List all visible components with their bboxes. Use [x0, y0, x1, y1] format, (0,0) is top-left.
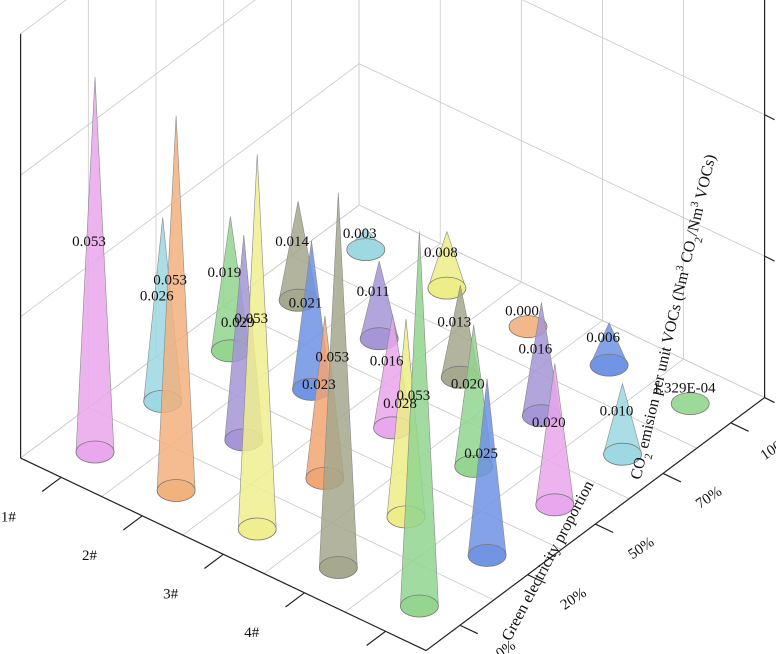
axes [20, 0, 775, 652]
cone-base [75, 440, 115, 464]
data-label: 0.016 [370, 354, 404, 370]
cone-base [346, 238, 386, 262]
data-label: 0.011 [357, 284, 390, 300]
cone-mark [427, 230, 467, 300]
z-axis-label: CO2 emision per unit VOCs (Nm3 CO2/Nm3 V… [626, 152, 724, 482]
cone-mark [156, 115, 196, 502]
cone-base [603, 442, 642, 466]
cone-base [156, 479, 196, 502]
data-label: 0.014 [275, 234, 309, 250]
cone-mark [589, 321, 629, 377]
y-tick-label: 70% [693, 484, 725, 513]
data-label: 0.053 [72, 234, 106, 250]
x-tick [41, 476, 62, 492]
x-tick-label: 4# [244, 625, 260, 641]
cone-mark [467, 378, 507, 567]
data-label: 0.028 [383, 396, 417, 412]
data-label: 0.029 [221, 315, 255, 331]
cone-base [318, 556, 358, 579]
data-label: 0.019 [208, 265, 242, 281]
data-label: 1.329E-04 [653, 380, 716, 396]
wall-grid-line [20, 0, 67, 35]
cone-mark [670, 392, 710, 416]
data-label: 0.006 [586, 330, 620, 346]
cone-mark [75, 77, 115, 464]
y-tick-label: 20% [558, 585, 590, 614]
data-label: 0.020 [532, 415, 566, 431]
z-tick [764, 114, 775, 121]
x-tick [366, 630, 386, 646]
cone-mark [237, 154, 277, 541]
y-tick-label: 100% [758, 431, 776, 464]
cone-base [535, 493, 575, 517]
wall-grid-line [20, 0, 256, 176]
x-tick [285, 592, 305, 608]
data-label: 0.013 [437, 315, 471, 331]
data-labels: 0.003 0.014 0.008 0.019 0.011 0.000 0.026 0.021… [72, 226, 716, 462]
y-tick [595, 523, 614, 534]
cone-mark [535, 363, 575, 517]
wall-grid-line [20, 63, 360, 317]
cone-mark [603, 382, 642, 466]
cone-base [589, 353, 629, 377]
data-label: 0.010 [600, 403, 634, 419]
y-tick [527, 574, 546, 584]
cone-base [467, 544, 507, 567]
data-label: 0.026 [140, 288, 174, 304]
cone-mark [399, 231, 439, 618]
data-label: 0.008 [424, 245, 458, 261]
data-label: 0.003 [343, 226, 377, 242]
cone-base [427, 276, 467, 300]
data-label: 0.053 [234, 311, 268, 327]
data-label: 0.016 [519, 341, 553, 357]
x-tick-label: 1# [1, 510, 17, 526]
x-tick-label: 3# [163, 587, 179, 603]
x-tick [122, 515, 143, 531]
floor-grid-line [291, 255, 698, 449]
data-label: 0.053 [153, 272, 187, 288]
z-tick [764, 255, 775, 262]
cone-marks [75, 77, 710, 618]
x-tick-label: 2# [82, 548, 98, 564]
cone-body [75, 77, 115, 464]
data-label: 0.053 [397, 388, 431, 404]
data-label: 0.020 [451, 377, 485, 393]
y-tick-label: 50% [626, 534, 658, 563]
cone-mark [346, 227, 386, 262]
y-tick [662, 472, 682, 483]
data-label: 0.023 [302, 377, 336, 393]
cone-base [670, 392, 710, 416]
data-label: 0.053 [315, 349, 349, 365]
wall-grid-line [521, 0, 765, 116]
z-tick [764, 397, 775, 404]
data-label: 0.025 [464, 446, 498, 462]
cone-mark [318, 192, 358, 579]
data-label: 0.021 [289, 296, 323, 312]
y-tick [459, 624, 479, 635]
wall-grid-line [358, 204, 765, 398]
cone-base [237, 517, 277, 541]
cone-base [399, 594, 439, 618]
x-tick [204, 553, 224, 569]
y-tick [730, 422, 749, 432]
data-label: 0.000 [505, 303, 539, 319]
wall-grid-line [358, 63, 765, 257]
